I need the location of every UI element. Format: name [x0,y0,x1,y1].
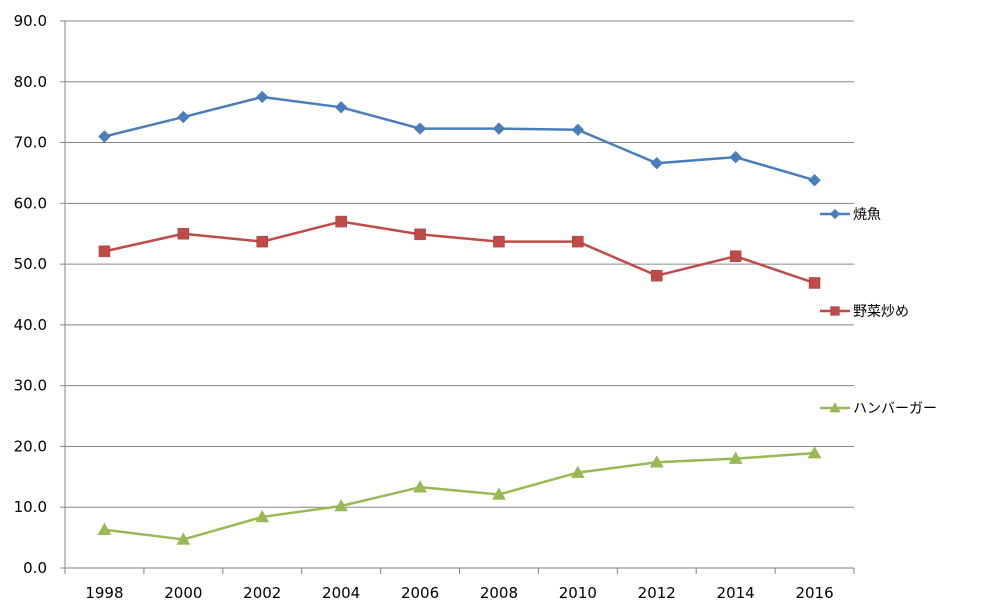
y-tick-label: 50.0 [14,255,47,273]
square-marker [651,269,663,282]
gridlines [65,20,854,508]
square-marker [256,235,268,248]
diamond-marker [334,101,348,114]
y-tick-label: 0.0 [23,559,47,577]
diamond-marker [650,157,663,170]
x-tick-label: 2008 [480,584,518,602]
x-tick-label: 2004 [322,584,360,602]
square-marker [493,235,505,248]
y-tick-label: 60.0 [14,194,47,212]
series-layer [97,90,822,545]
diamond-marker [729,150,742,164]
diamond-marker [413,122,427,135]
triangle-marker [255,509,270,523]
triangle-marker [807,446,822,459]
diamond-marker [256,90,269,104]
diamond-marker [829,208,841,220]
x-tick-label: 2000 [164,584,202,602]
diamond-marker [808,174,821,187]
diamond-marker [177,110,190,124]
series-line [104,451,815,541]
legend-entry-1: 野菜炒め [820,304,909,320]
triangle-marker [571,465,585,478]
y-tick-label: 40.0 [14,316,47,334]
legend-label: 野菜炒め [853,304,909,320]
y-tick-label: 10.0 [14,498,47,516]
x-tick-label: 2006 [401,584,439,602]
y-tick-label: 30.0 [14,377,47,395]
triangle-marker [728,451,743,464]
series-2 [97,446,822,545]
legend-entry-0: 焼魚 [820,207,881,223]
series-1 [98,215,821,289]
legend-entry-2: ハンバーガー [820,401,937,417]
y-tick-label: 90.0 [14,12,47,30]
x-tick-label: 2012 [638,584,676,602]
square-marker [830,306,840,316]
x-tick-label: 2016 [795,584,833,602]
triangle-marker [492,487,506,500]
y-tick-label: 80.0 [14,73,47,91]
legend-label: 焼魚 [853,207,881,223]
axes: 0.0 10.0 20.0 30.0 40.0 50.0 60.0 70.0 80.0 90.0 1… [14,12,855,602]
square-marker [572,235,584,248]
triangle-marker [97,522,112,536]
legend-label: ハンバーガー [853,401,937,417]
series-line [104,95,815,182]
y-tick-label: 20.0 [14,437,47,455]
series-line [104,220,815,285]
series-0 [98,90,821,187]
triangle-marker [334,498,348,512]
diamond-marker [571,123,585,136]
triangle-marker [413,480,427,493]
triangle-marker [176,532,191,545]
square-marker [335,215,347,228]
square-marker [177,227,190,240]
diamond-marker [492,122,506,135]
square-marker [414,228,426,241]
square-marker [729,250,742,262]
square-marker [98,245,111,258]
y-tick-label: 70.0 [14,134,47,152]
triangle-marker [649,455,664,468]
x-tick-label: 2010 [559,584,597,602]
x-tick-label: 1998 [85,584,123,602]
triangle-marker [829,402,841,413]
diamond-marker [98,130,111,143]
square-marker [808,277,821,289]
x-tick-label: 2002 [243,584,281,602]
x-tick-label: 2014 [717,584,755,602]
